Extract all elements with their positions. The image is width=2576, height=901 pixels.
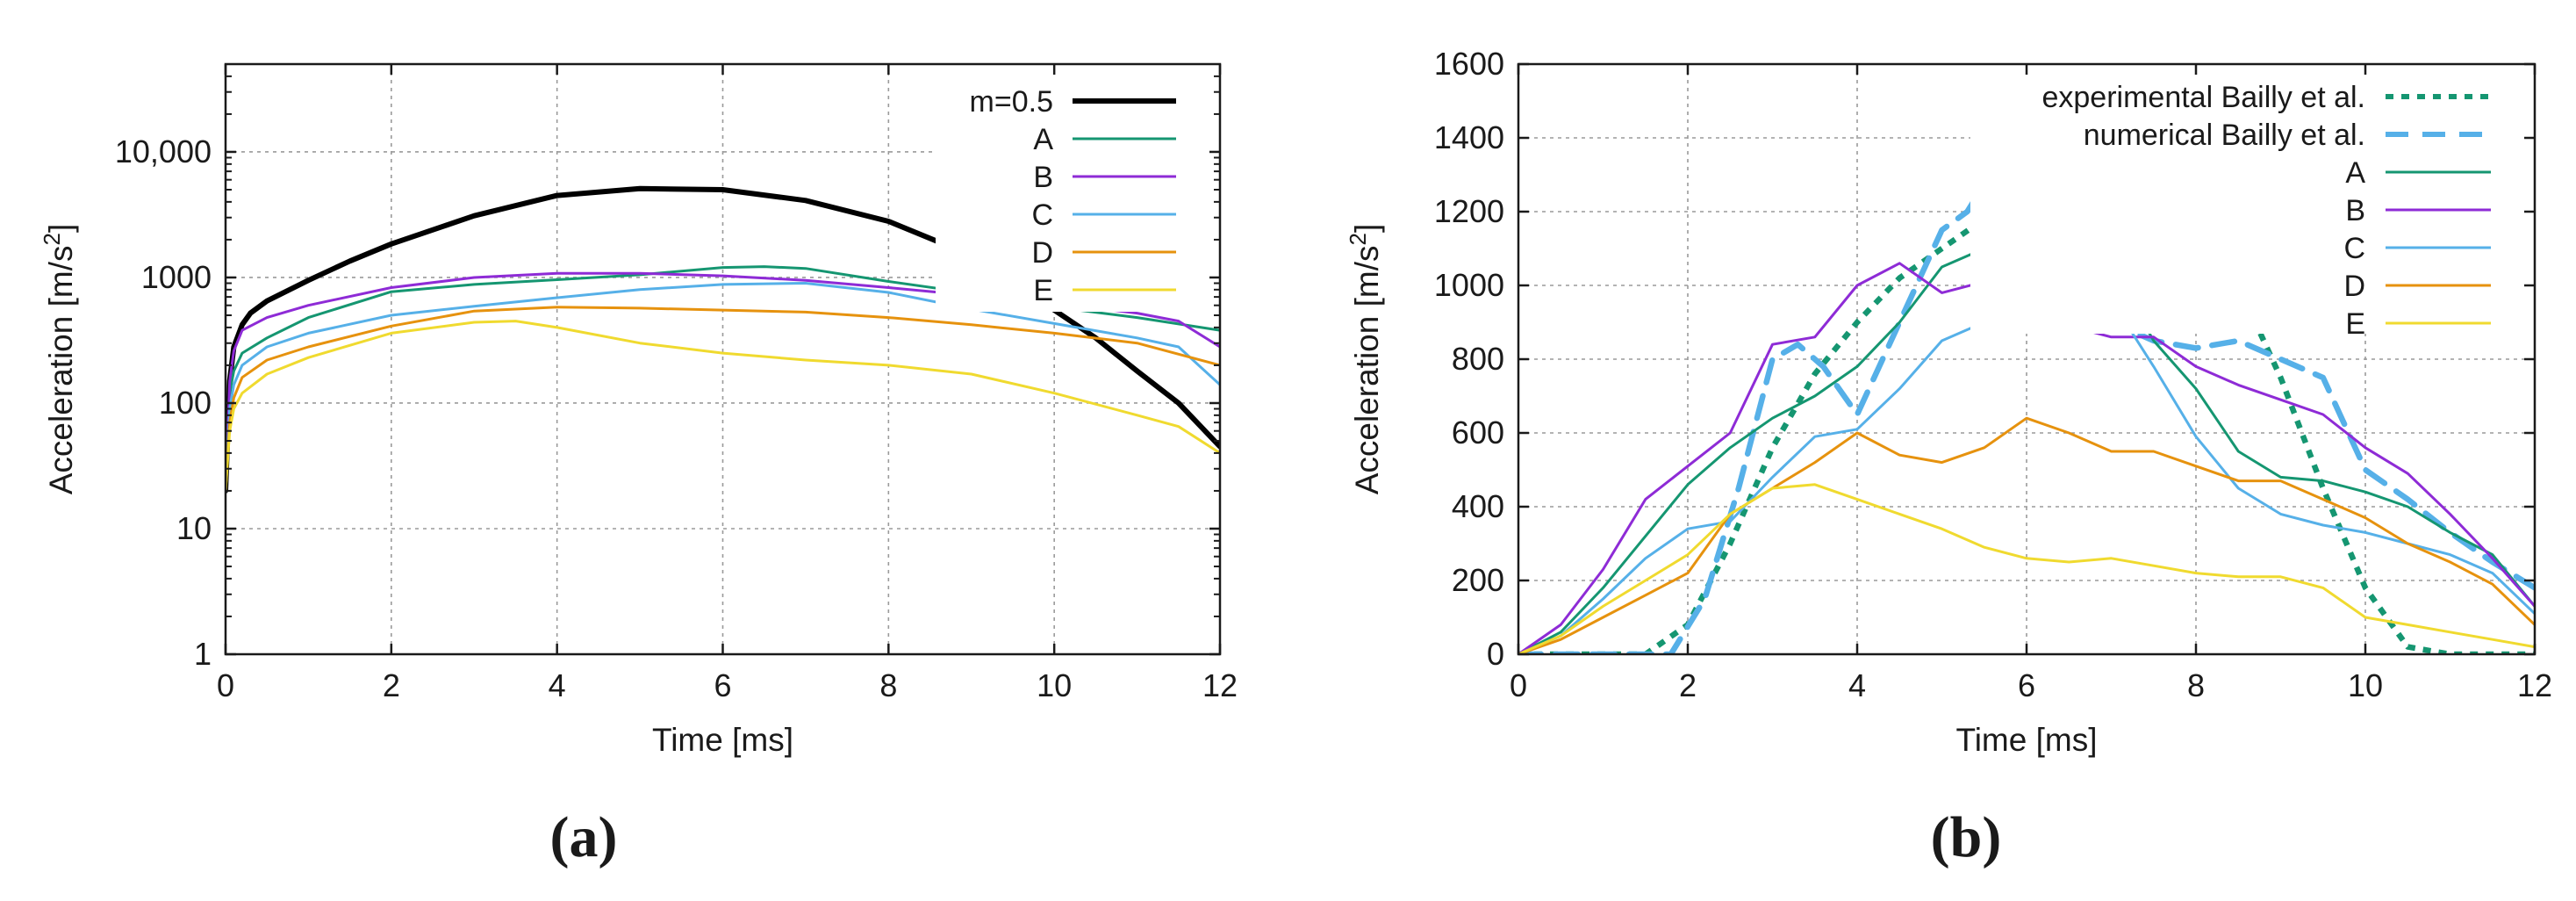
legend-label: A — [1033, 123, 1053, 156]
axis-label-x: Time [ms] — [1955, 722, 2097, 758]
tick-label-x: 6 — [714, 667, 731, 703]
series-line-d — [1518, 416, 2535, 654]
tick-label-y: 0 — [1487, 636, 1504, 672]
tick-label-x: 12 — [1202, 667, 1238, 703]
tick-label-y: 1000 — [141, 259, 212, 295]
chart-panel-b: experimental Bailly et al. numerical Bail… — [1345, 46, 2552, 758]
series-line-c — [226, 282, 1220, 493]
tick-label-x: 12 — [2517, 667, 2552, 703]
legend-label: numerical Bailly et al. — [2084, 119, 2365, 152]
legend-label: C — [2343, 232, 2365, 265]
axis-label-y: Acceleration [m/s2] — [39, 224, 79, 495]
legend-background — [1970, 70, 2532, 334]
tick-label-y: 10,000 — [115, 133, 212, 169]
tick-label-y: 10 — [176, 510, 212, 546]
tick-label-x: 4 — [1848, 667, 1866, 703]
legend-label: D — [1031, 236, 1053, 270]
series-line-d — [226, 306, 1220, 493]
legend-label: B — [1033, 161, 1053, 194]
axis-label-y: Acceleration [m/s2] — [1345, 224, 1385, 495]
legend-label: D — [2343, 270, 2365, 303]
tick-label-y: 100 — [159, 385, 212, 421]
panel-label-a: (a) — [550, 805, 618, 869]
tick-label-x: 0 — [217, 667, 234, 703]
tick-label-y: 1000 — [1434, 267, 1504, 303]
tick-label-x: 8 — [2187, 667, 2205, 703]
tick-label-y: 400 — [1452, 488, 1504, 524]
legend-background — [936, 75, 1212, 312]
tick-label-x: 2 — [1679, 667, 1697, 703]
series-line-e — [226, 320, 1220, 493]
tick-label-x: 2 — [383, 667, 400, 703]
tick-label-x: 4 — [549, 667, 566, 703]
tick-label-x: 10 — [2348, 667, 2383, 703]
tick-label-x: 6 — [2018, 667, 2035, 703]
tick-label-y: 1600 — [1434, 46, 1504, 82]
legend-label: m=0.5 — [970, 85, 1053, 119]
legend-label: E — [2345, 307, 2365, 341]
legend-label: A — [2345, 156, 2365, 190]
tick-label-y: 200 — [1452, 562, 1504, 598]
tick-label-y: 600 — [1452, 414, 1504, 450]
tick-label-y: 800 — [1452, 341, 1504, 377]
tick-label-x: 8 — [879, 667, 897, 703]
panel-label-b: (b) — [1931, 805, 2002, 869]
legend-label: experimental Bailly et al. — [2041, 81, 2365, 114]
axis-label-x: Time [ms] — [652, 722, 793, 758]
tick-label-y: 1400 — [1434, 119, 1504, 155]
legend-label: E — [1033, 274, 1053, 307]
series-line-e — [1518, 483, 2535, 654]
tick-label-y: 1200 — [1434, 193, 1504, 229]
legend-label: B — [2345, 194, 2365, 227]
legend-label: C — [1031, 198, 1053, 232]
tick-label-x: 0 — [1510, 667, 1527, 703]
tick-label-y: 1 — [194, 636, 212, 672]
tick-label-x: 10 — [1037, 667, 1072, 703]
